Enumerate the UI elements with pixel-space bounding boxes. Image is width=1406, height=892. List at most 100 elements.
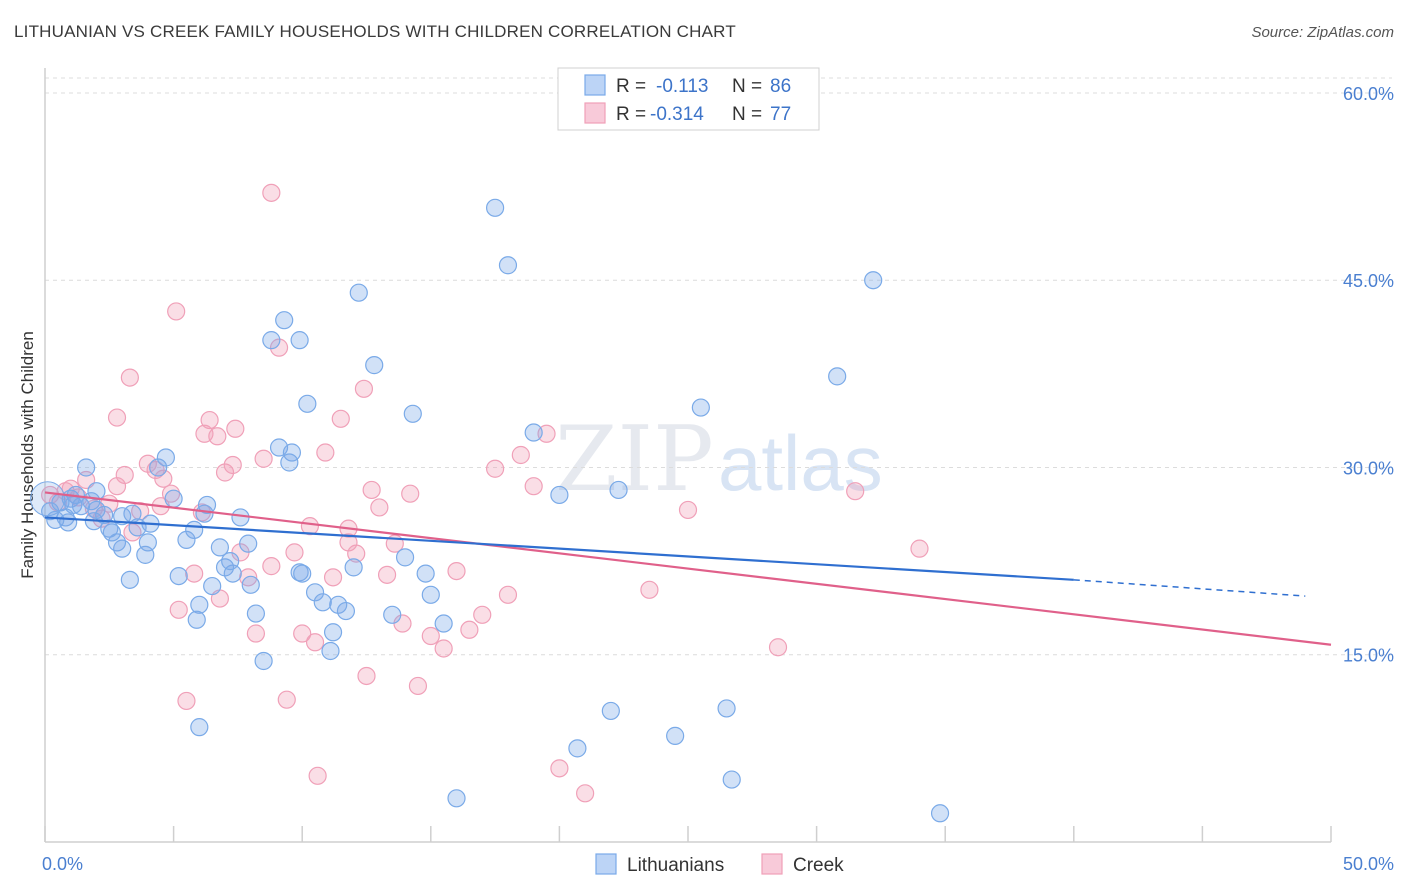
creek-point xyxy=(154,469,173,488)
lithuanian-point xyxy=(323,623,343,642)
y-tick-label: 45.0% xyxy=(1343,271,1394,291)
lithuanian-point xyxy=(239,534,258,553)
creek-point xyxy=(226,419,245,438)
creek-point xyxy=(354,379,374,398)
legend-r-label-1: R = xyxy=(616,76,646,97)
creek-point xyxy=(167,302,186,321)
lithuanian-trend-extension xyxy=(1073,579,1306,597)
creek-point xyxy=(269,338,289,357)
lithuanian-point xyxy=(102,523,121,542)
series-legend-swatch-lithuanians xyxy=(595,853,617,875)
lithuanian-point xyxy=(113,539,132,558)
y-tick-label: 60.0% xyxy=(1343,84,1394,104)
lithuanian-point xyxy=(717,699,736,718)
lithuanian-point xyxy=(120,570,139,589)
creek-point xyxy=(323,568,343,587)
lithuanian-point xyxy=(190,718,209,737)
lithuanian-point xyxy=(138,533,157,552)
grid-lines xyxy=(45,77,1392,656)
lithuanian-point xyxy=(722,770,741,789)
legend-swatch-creek xyxy=(584,102,606,124)
creek-point xyxy=(223,455,242,475)
lithuanian-point xyxy=(87,482,106,501)
legend-r-value-2: -0.314 xyxy=(650,104,704,125)
lithuanian-point xyxy=(298,394,317,413)
creek-point xyxy=(640,580,659,599)
lithuanian-point xyxy=(421,585,440,604)
legend-r-value-1: -0.113 xyxy=(656,76,708,97)
lithuanian-point xyxy=(321,641,340,661)
legend-swatch-lithuanians xyxy=(584,74,606,96)
lithuanian-point xyxy=(221,552,240,571)
creek-point xyxy=(262,183,281,202)
x-tick-label-min: 0.0% xyxy=(42,854,83,874)
lithuanian-point xyxy=(416,564,435,583)
y-tick-labels: 15.0% 30.0% 45.0% 60.0% xyxy=(1343,84,1394,666)
watermark-zip: ZIP xyxy=(555,407,714,512)
lithuanian-point xyxy=(164,489,183,508)
trend-lines xyxy=(44,491,1332,646)
creek-point xyxy=(277,690,296,709)
creek-point xyxy=(460,620,479,639)
lithuanian-point xyxy=(828,367,847,386)
creek-point xyxy=(910,539,929,558)
lithuanian-point xyxy=(156,448,175,467)
lithuanian-point xyxy=(486,198,505,217)
creek-point xyxy=(576,784,595,803)
lithuanian-point xyxy=(64,495,83,515)
lithuanian-point xyxy=(280,453,299,472)
lithuanian-point xyxy=(190,595,209,614)
chart-source: Source: ZipAtlas.com xyxy=(1251,24,1394,41)
creek-point xyxy=(846,482,865,501)
series-legend-label-creek: Creek xyxy=(793,855,844,876)
creek-point xyxy=(239,568,258,587)
creek-point xyxy=(421,626,440,646)
lithuanian-point xyxy=(601,701,620,721)
y-tick-label: 15.0% xyxy=(1343,646,1394,666)
lithuanian-point xyxy=(691,398,710,417)
lithuanian-point xyxy=(930,804,950,823)
lithuanian-point xyxy=(210,538,229,557)
lithuanian-point xyxy=(864,271,883,290)
creek-point xyxy=(123,523,142,542)
lithuanian-point xyxy=(568,739,587,758)
creek-point xyxy=(537,424,556,443)
legend-n-label-1: N = xyxy=(732,76,762,97)
creek-point xyxy=(498,585,518,604)
x-axis-ticks xyxy=(44,826,1332,842)
lithuanian-point xyxy=(275,311,294,330)
creek-point xyxy=(293,624,312,643)
lithuanian-trend-line xyxy=(44,516,1074,581)
creek-point xyxy=(486,459,505,478)
creek-trend-line xyxy=(44,491,1332,646)
lithuanian-point xyxy=(290,331,309,350)
lithuanian-point xyxy=(149,458,168,477)
lithuanian-point xyxy=(344,558,363,577)
chart-title: LITHUANIAN VS CREEK FAMILY HOUSEHOLDS WI… xyxy=(14,22,736,41)
creek-point xyxy=(177,691,196,711)
creek-point xyxy=(550,759,569,778)
creek-point xyxy=(107,408,127,427)
creek-point xyxy=(362,480,381,500)
lithuanian-point xyxy=(203,576,222,596)
creek-point xyxy=(524,477,543,496)
legend-n-value-2: 77 xyxy=(770,104,791,125)
lithuanian-point xyxy=(336,601,356,621)
lithuanian-point xyxy=(305,583,325,602)
lithuanian-point xyxy=(262,331,281,350)
lithuanian-point xyxy=(187,610,206,629)
lithuanian-point xyxy=(395,548,415,567)
lithuanian-point xyxy=(254,651,273,671)
creek-point xyxy=(408,676,428,696)
creek-point xyxy=(262,557,281,576)
lithuanian-point xyxy=(434,614,453,633)
creek-point xyxy=(308,766,327,785)
lithuanian-point xyxy=(365,356,384,375)
creek-point xyxy=(285,543,304,562)
creek-point xyxy=(331,409,350,428)
lithuanian-point xyxy=(177,530,196,549)
creek-point xyxy=(511,445,530,465)
lithuanian-point xyxy=(609,480,628,500)
creek-point xyxy=(169,600,188,619)
